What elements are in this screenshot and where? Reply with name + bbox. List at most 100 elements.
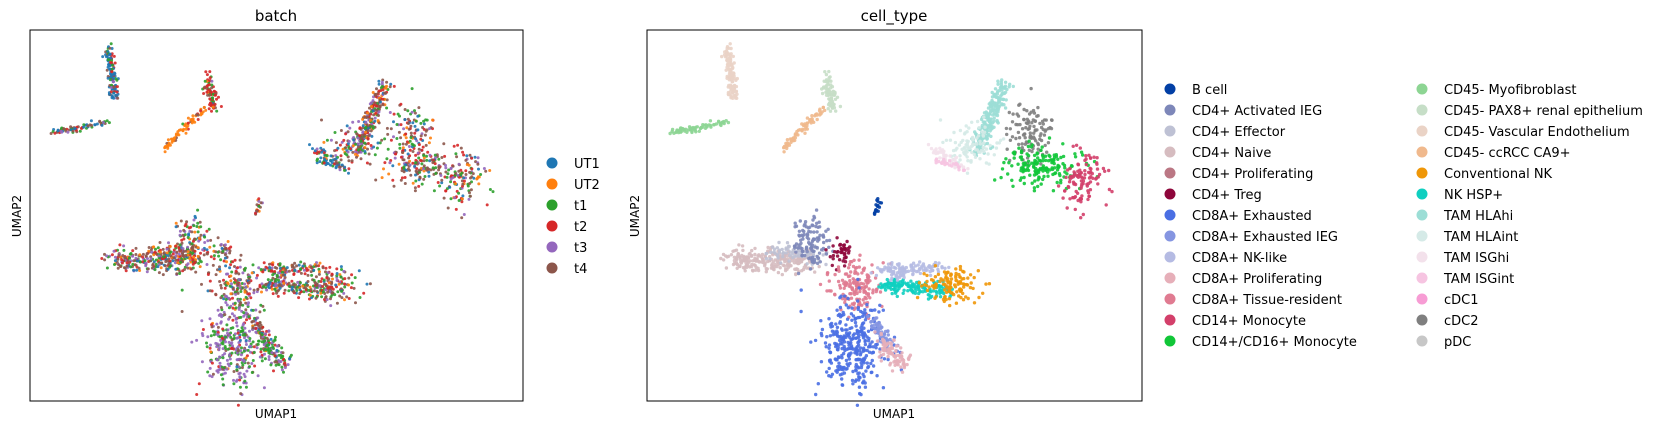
scatter-point <box>827 101 832 105</box>
scatter-point <box>324 296 328 299</box>
scatter-point <box>399 102 403 106</box>
scatter-point <box>161 247 165 251</box>
scatter-point <box>306 280 310 283</box>
scatter-point <box>115 78 119 82</box>
scatter-point <box>433 162 437 166</box>
scatter-point <box>895 278 900 282</box>
scatter-point <box>230 347 234 350</box>
scatter-point <box>171 139 175 143</box>
scatter-point <box>297 263 301 267</box>
scatter-point <box>229 279 233 283</box>
scatter-point <box>174 267 178 271</box>
scatter-point <box>1012 156 1016 160</box>
scatter-point <box>144 264 148 268</box>
scatter-point <box>369 129 373 133</box>
scatter-point <box>405 126 409 130</box>
scatter-point <box>229 342 233 346</box>
scatter-point <box>857 258 861 262</box>
scatter-point <box>791 255 795 260</box>
scatter-point <box>178 233 182 237</box>
scatter-point <box>983 125 987 129</box>
scatter-point <box>803 220 808 224</box>
scatter-point <box>234 278 237 282</box>
scatter-point <box>1032 160 1037 165</box>
scatter-point <box>941 278 945 282</box>
scatter-point <box>434 166 438 170</box>
scatter-point <box>273 338 277 342</box>
scatter-point <box>817 264 821 269</box>
scatter-point <box>226 331 229 335</box>
scatter-point <box>110 83 114 87</box>
scatter-point <box>205 345 209 349</box>
scatter-point <box>221 383 225 387</box>
scatter-point <box>232 378 235 382</box>
scatter-point <box>301 284 305 288</box>
scatter-point <box>305 283 309 287</box>
scatter-point <box>445 187 449 191</box>
scatter-point <box>737 243 741 247</box>
scatter-point <box>981 133 985 137</box>
scatter-point <box>324 266 328 270</box>
scatter-point <box>197 382 201 386</box>
scatter-point <box>187 226 191 230</box>
scatter-point <box>442 196 446 200</box>
scatter-point <box>1083 172 1087 177</box>
scatter-point <box>716 119 721 124</box>
scatter-point <box>299 260 303 264</box>
scatter-point <box>203 79 207 83</box>
scatter-point <box>856 299 860 303</box>
scatter-point <box>461 194 465 198</box>
scatter-point <box>957 168 961 172</box>
scatter-point <box>1033 119 1038 124</box>
scatter-point <box>345 295 349 299</box>
scatter-point <box>209 238 213 242</box>
scatter-point <box>746 256 751 260</box>
scatter-point <box>978 142 983 146</box>
scatter-point <box>329 159 333 163</box>
scatter-point <box>238 286 242 290</box>
scatter-point <box>953 283 957 287</box>
legend-label: t1 <box>574 199 587 214</box>
scatter-point <box>720 54 724 59</box>
scatter-point <box>1020 142 1024 146</box>
scatter-point <box>355 155 358 159</box>
scatter-point <box>833 250 837 254</box>
scatter-point <box>921 268 926 272</box>
scatter-point <box>822 79 826 83</box>
scatter-point <box>359 157 363 161</box>
scatter-point <box>183 233 187 237</box>
scatter-point <box>292 289 296 293</box>
scatter-point <box>373 153 377 157</box>
scatter-point <box>425 128 429 132</box>
scatter-point <box>228 284 232 288</box>
scatter-point <box>165 145 169 149</box>
scatter-point <box>812 257 817 262</box>
scatter-point <box>410 110 414 114</box>
scatter-point <box>167 142 171 146</box>
scatter-point <box>402 170 406 174</box>
scatter-point <box>1095 162 1099 166</box>
scatter-point <box>196 118 200 121</box>
scatter-point <box>153 250 157 254</box>
scatter-point <box>783 144 788 149</box>
scatter-point <box>414 158 418 162</box>
scatter-point <box>241 271 245 275</box>
scatter-point <box>451 164 455 168</box>
scatter-point <box>1032 111 1037 115</box>
scatter-point <box>254 330 258 334</box>
scatter-point <box>897 263 901 267</box>
scatter-point <box>760 252 765 257</box>
scatter-point <box>252 319 255 323</box>
scatter-point <box>853 320 858 325</box>
scatter-point <box>221 249 225 253</box>
scatter-point <box>174 225 178 229</box>
scatter-point <box>876 266 880 270</box>
scatter-point <box>457 169 461 173</box>
scatter-point <box>160 257 164 261</box>
scatter-point <box>248 329 251 333</box>
scatter-point <box>809 340 813 344</box>
scatter-point <box>406 109 410 113</box>
scatter-point <box>928 269 932 274</box>
scatter-point <box>1052 153 1057 157</box>
scatter-point <box>275 266 279 270</box>
